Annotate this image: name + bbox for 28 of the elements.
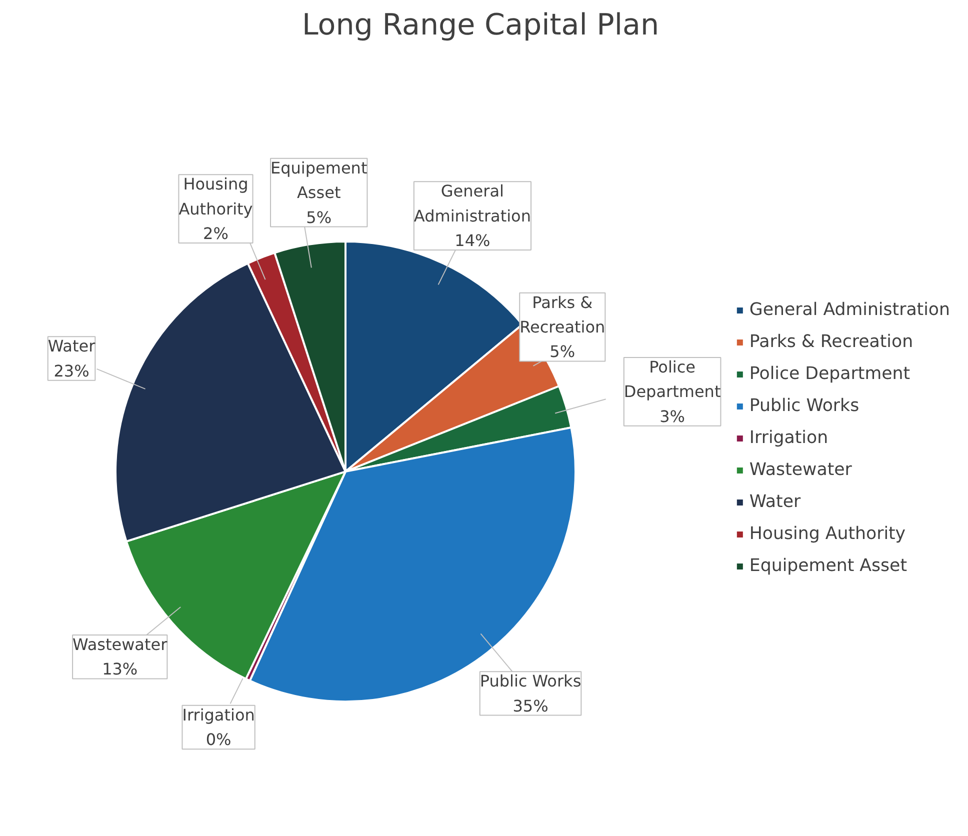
- legend-label: Housing Authority: [749, 524, 906, 544]
- slice-label: General Administration: [414, 182, 531, 226]
- slice-label: Parks & Recreation: [520, 292, 606, 337]
- legend-label: Police Department: [749, 364, 910, 384]
- data-label: 13%: [102, 660, 138, 679]
- data-label: 14%: [454, 231, 490, 250]
- slice-label: Housing Authority: [178, 174, 253, 218]
- legend-label: Water: [749, 492, 801, 512]
- data-label: 2%: [203, 224, 228, 244]
- slice-label: Public Works: [480, 672, 582, 691]
- legend-label: Equipement Asset: [749, 556, 908, 576]
- slice-label: Wastewater: [72, 635, 168, 654]
- legend-label: Irrigation: [749, 428, 828, 448]
- data-label: 5%: [550, 342, 576, 362]
- data-label: 5%: [306, 208, 332, 227]
- data-label: 23%: [54, 361, 90, 380]
- slice-label: Water: [48, 336, 96, 356]
- slice-label: Police Department: [624, 358, 721, 402]
- legend-label: Parks & Recreation: [749, 332, 914, 352]
- slice-label: Irrigation: [182, 705, 255, 724]
- legend-label: General Administration: [749, 300, 950, 320]
- legend-label: Wastewater: [749, 460, 852, 480]
- legend-label: Public Works: [749, 396, 860, 416]
- slice-label: Equipement Asset: [270, 158, 368, 202]
- data-label: 35%: [512, 696, 548, 716]
- data-label: 0%: [206, 730, 232, 750]
- chart-title: Long Range Capital Plan: [302, 8, 660, 42]
- data-label: 3%: [660, 406, 686, 426]
